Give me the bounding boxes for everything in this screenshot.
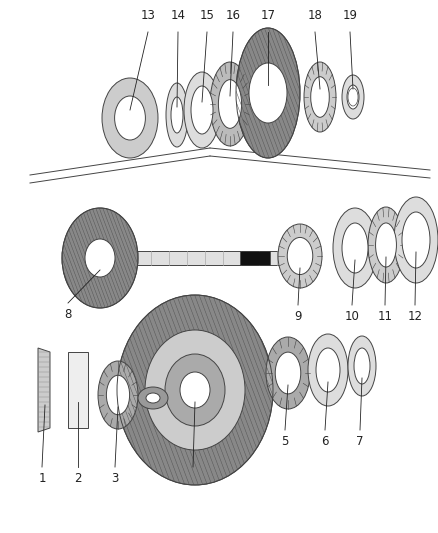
Polygon shape	[38, 348, 50, 432]
Text: 19: 19	[343, 9, 357, 22]
Text: 16: 16	[226, 9, 240, 22]
Ellipse shape	[394, 197, 438, 283]
Text: 14: 14	[170, 9, 186, 22]
Ellipse shape	[102, 78, 158, 158]
Ellipse shape	[347, 85, 359, 109]
Ellipse shape	[266, 337, 310, 409]
Text: 1: 1	[38, 472, 46, 485]
Ellipse shape	[85, 239, 115, 277]
Ellipse shape	[342, 75, 364, 119]
Ellipse shape	[342, 223, 368, 273]
Ellipse shape	[316, 348, 340, 392]
Ellipse shape	[236, 28, 300, 158]
Text: 2: 2	[74, 472, 82, 485]
Ellipse shape	[375, 223, 396, 267]
Ellipse shape	[278, 224, 322, 288]
Ellipse shape	[106, 375, 130, 415]
Ellipse shape	[166, 83, 188, 147]
Ellipse shape	[249, 63, 287, 123]
Ellipse shape	[62, 208, 138, 308]
Ellipse shape	[348, 336, 376, 396]
Text: 12: 12	[407, 310, 423, 323]
Ellipse shape	[191, 86, 213, 134]
Ellipse shape	[146, 393, 160, 403]
Polygon shape	[72, 244, 100, 272]
Ellipse shape	[115, 96, 145, 140]
FancyBboxPatch shape	[100, 251, 310, 265]
Ellipse shape	[210, 62, 250, 146]
Text: 17: 17	[261, 9, 276, 22]
Ellipse shape	[165, 354, 225, 426]
Ellipse shape	[287, 237, 313, 274]
Ellipse shape	[219, 79, 242, 128]
Ellipse shape	[311, 77, 329, 117]
Ellipse shape	[138, 387, 168, 409]
Text: 18: 18	[307, 9, 322, 22]
Text: 11: 11	[378, 310, 392, 323]
Ellipse shape	[354, 348, 370, 384]
Text: 13: 13	[141, 9, 155, 22]
Polygon shape	[308, 253, 320, 263]
Text: 10: 10	[345, 310, 360, 323]
Ellipse shape	[333, 208, 377, 288]
Text: 6: 6	[321, 435, 329, 448]
Ellipse shape	[275, 352, 301, 394]
Text: 3: 3	[111, 472, 119, 485]
FancyBboxPatch shape	[240, 251, 270, 265]
Ellipse shape	[145, 330, 245, 450]
Ellipse shape	[117, 295, 273, 485]
Text: 15: 15	[200, 9, 215, 22]
Text: 7: 7	[356, 435, 364, 448]
Ellipse shape	[171, 97, 183, 133]
Ellipse shape	[180, 372, 210, 408]
Ellipse shape	[98, 361, 138, 429]
Text: 4: 4	[189, 472, 197, 485]
Text: 8: 8	[64, 308, 72, 321]
Ellipse shape	[402, 212, 430, 268]
Ellipse shape	[308, 334, 348, 406]
FancyBboxPatch shape	[68, 352, 88, 428]
Ellipse shape	[304, 62, 336, 132]
Text: 5: 5	[281, 435, 289, 448]
Text: 9: 9	[294, 310, 302, 323]
Ellipse shape	[368, 207, 404, 283]
Ellipse shape	[184, 72, 220, 148]
